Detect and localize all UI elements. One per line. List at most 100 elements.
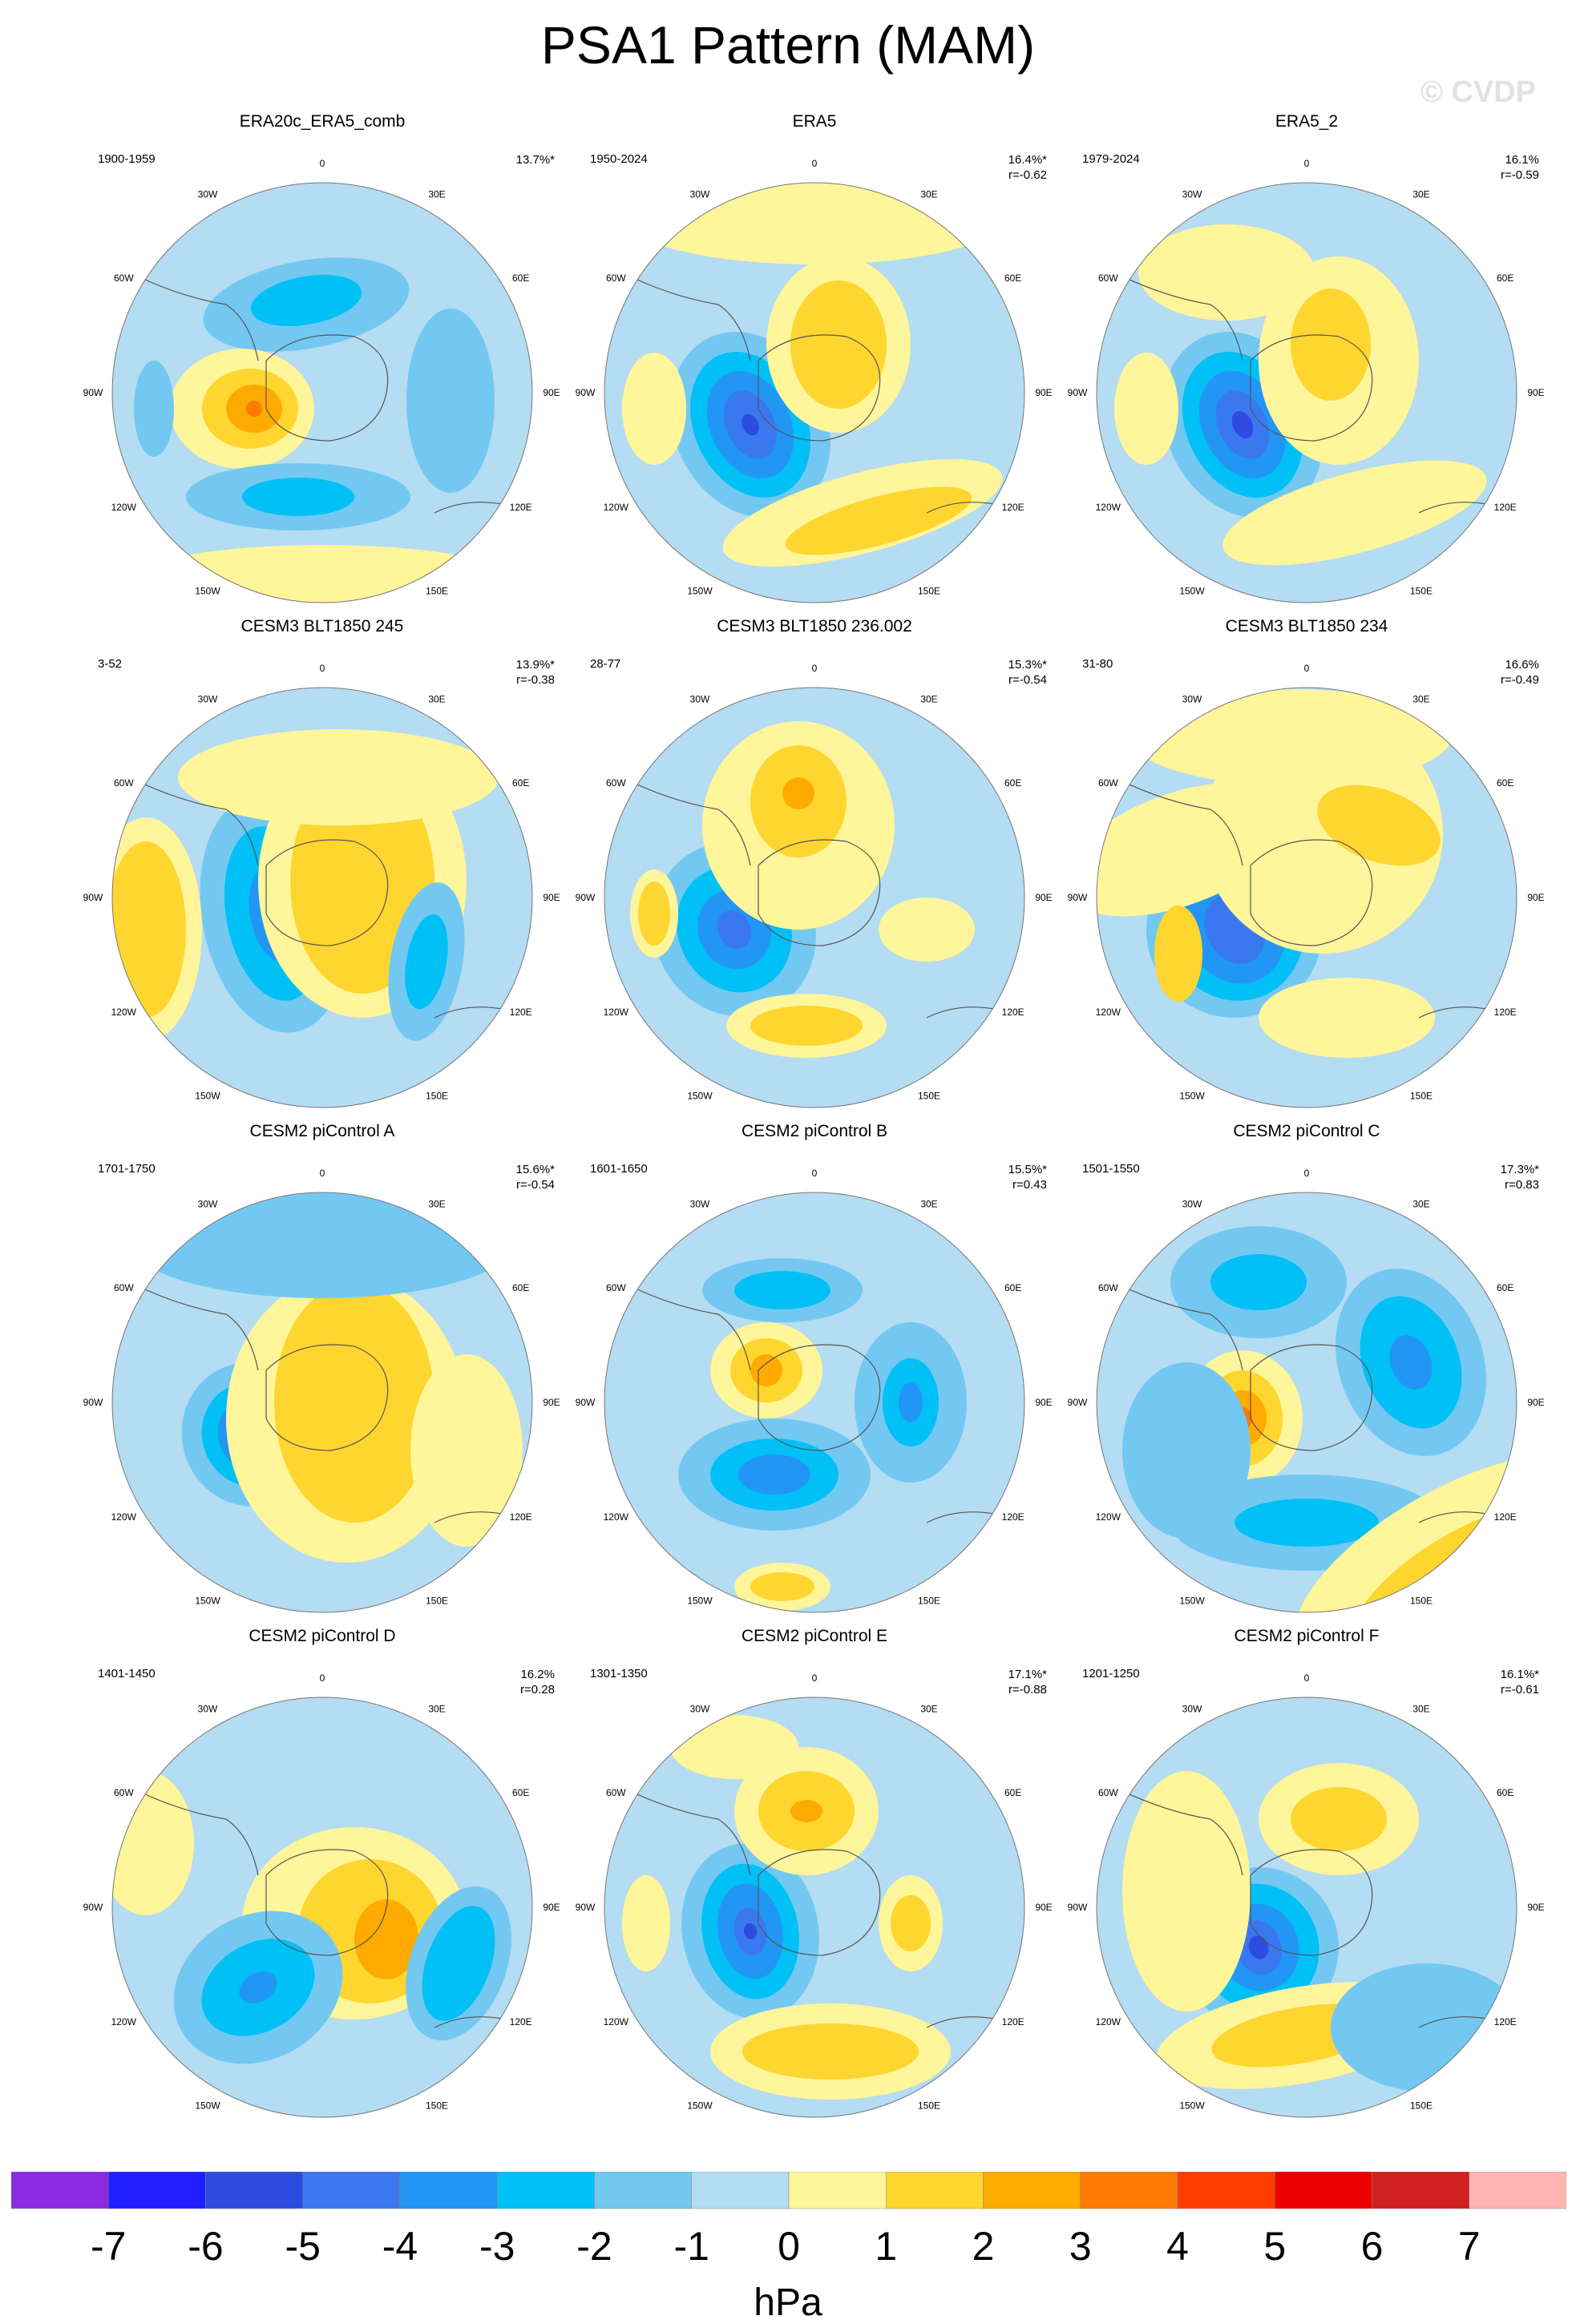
longitude-label: 30W xyxy=(198,1198,218,1209)
colorbar-swatch xyxy=(1177,2172,1275,2209)
colorbar-tick-label: -4 xyxy=(382,2224,418,2269)
longitude-label: 120W xyxy=(111,2016,137,2027)
longitude-label: 60W xyxy=(1098,777,1118,789)
australia-coastline xyxy=(926,502,1000,514)
colorbar-tick-label: -7 xyxy=(91,2224,126,2269)
south-america-coastline xyxy=(1113,777,1243,866)
longitude-label: 150W xyxy=(195,1596,220,1607)
longitude-label: 60W xyxy=(1098,1787,1118,1798)
pressure-anomaly-contour xyxy=(750,1354,782,1386)
map-panel: CESM2 piControl E 0 30E 60E 90E 120E 150E 180 15… xyxy=(566,1627,1063,2132)
longitude-label: 120E xyxy=(510,1511,532,1523)
panel-years: 1950-2024 xyxy=(590,152,648,166)
colorbar-swatch xyxy=(302,2172,401,2209)
longitude-label: 30W xyxy=(690,1198,710,1209)
pressure-anomaly-contour xyxy=(622,1875,670,1971)
longitude-label: 150W xyxy=(687,1596,713,1607)
panel-title: CESM2 piControl A xyxy=(249,1122,395,1140)
longitude-label: 150E xyxy=(1410,2100,1433,2112)
longitude-label: 90W xyxy=(83,892,103,903)
map-panel: CESM3 BLT1850 245 0 30E 60E 90E 120E 150E 180 15… xyxy=(74,617,571,1122)
polar-map: 0 30E 60E 90E 120E 150E 180 150W 120W 90W 60W 30W xyxy=(576,158,1053,617)
map-panel: ERA5_2 0 30E 60E 90E 120E 150E 180 150W 120W 90W 60… xyxy=(1058,112,1555,617)
pressure-anomaly-contour xyxy=(717,910,751,950)
longitude-label: 120E xyxy=(1494,502,1517,513)
colorbar-swatch xyxy=(1469,2172,1566,2209)
pattern-correlation: r=-0.62 xyxy=(1008,168,1047,182)
australia-coastline xyxy=(434,1511,507,1523)
polar-map: 0 30E 60E 90E 120E 150E 180 150W 120W 90W 60W 30W xyxy=(1068,1672,1545,2132)
longitude-label: 180 xyxy=(806,1626,822,1627)
pattern-correlation: r=0.43 xyxy=(1012,1178,1047,1192)
australia-coastline xyxy=(926,2016,1000,2028)
explained-variance: 15.6%* xyxy=(515,1163,555,1176)
pressure-anomaly-contour xyxy=(1122,1771,1251,2011)
antarctica-coastline xyxy=(758,334,881,442)
longitude-label: 0 xyxy=(812,158,818,169)
longitude-label: 180 xyxy=(314,616,330,617)
longitude-label: 90E xyxy=(1035,387,1052,398)
antarctica-coastline xyxy=(1250,334,1373,442)
polar-map: 0 30E 60E 90E 120E 150E 180 150W 120W 90W 60W 30W xyxy=(83,158,560,617)
longitude-label: 90E xyxy=(543,1902,560,1913)
longitude-label: 120E xyxy=(1002,502,1024,513)
longitude-label: 60E xyxy=(512,1282,529,1293)
longitude-label: 30E xyxy=(1412,1198,1429,1209)
longitude-label: 90W xyxy=(1068,892,1088,903)
longitude-label: 90E xyxy=(1527,1902,1544,1913)
longitude-label: 30E xyxy=(428,1703,445,1714)
panel-years: 1900-1959 xyxy=(98,152,156,166)
longitude-label: 30W xyxy=(690,1703,710,1714)
longitude-label: 60E xyxy=(1004,1787,1021,1798)
colorbar-swatch xyxy=(399,2172,498,2209)
polar-map: 0 30E 60E 90E 120E 150E 180 150W 120W 90W 60W 30W xyxy=(1068,1168,1545,1627)
explained-variance: 16.4%* xyxy=(1008,153,1047,167)
map-panel: CESM2 piControl D 0 30E 60E 90E 120E 150E 180 15… xyxy=(74,1627,571,2132)
longitude-label: 60E xyxy=(1497,272,1513,284)
antarctica-coastline xyxy=(758,839,881,946)
pattern-correlation: r=-0.54 xyxy=(1008,673,1047,687)
pressure-anomaly-contour xyxy=(1389,1335,1433,1390)
panel-title: CESM3 BLT1850 234 xyxy=(1225,617,1388,635)
longitude-label: 60E xyxy=(1497,777,1513,789)
panel-years: 28-77 xyxy=(590,657,621,671)
map-boundary xyxy=(111,182,533,603)
explained-variance: 16.2% xyxy=(520,1668,555,1681)
pattern-correlation: r=0.83 xyxy=(1505,1178,1539,1192)
longitude-label: 150W xyxy=(1179,2100,1205,2112)
pressure-anomaly-contour xyxy=(1222,460,1487,566)
longitude-label: 60W xyxy=(1098,272,1118,284)
pressure-anomaly-contour xyxy=(1235,1499,1379,1547)
longitude-label: 120E xyxy=(1494,2016,1517,2027)
longitude-label: 60E xyxy=(1004,1282,1021,1293)
pattern-correlation: r=-0.38 xyxy=(516,673,555,687)
pattern-correlation: r=-0.49 xyxy=(1501,673,1539,687)
longitude-label: 90W xyxy=(83,387,103,398)
longitude-label: 30E xyxy=(428,188,445,200)
australia-coastline xyxy=(1418,2016,1492,2028)
south-america-coastline xyxy=(621,1786,751,1876)
pressure-anomaly-contour xyxy=(250,275,362,326)
australia-coastline xyxy=(1418,502,1492,514)
pressure-anomaly-contour xyxy=(274,1282,434,1523)
longitude-label: 90E xyxy=(543,387,560,398)
colorbar-tick-label: 4 xyxy=(1166,2224,1189,2269)
longitude-label: 150E xyxy=(1410,586,1433,597)
pressure-anomaly-contour xyxy=(622,353,686,465)
panel-variance-stats: 16.1%* r=-0.61 xyxy=(1501,1667,1539,1697)
pressure-anomaly-contour xyxy=(1138,224,1315,321)
australia-coastline xyxy=(434,2016,507,2028)
longitude-label: 60E xyxy=(512,1787,529,1798)
pressure-anomaly-contour xyxy=(638,882,670,946)
longitude-label: 180 xyxy=(1299,1121,1315,1122)
map-boundary xyxy=(604,1697,1025,2118)
antarctica-coastline xyxy=(758,1344,881,1451)
colorbar-swatch xyxy=(788,2172,887,2209)
colorbar-swatch xyxy=(108,2172,206,2209)
longitude-label: 30W xyxy=(690,188,710,200)
longitude-label: 30E xyxy=(920,188,937,200)
pressure-anomaly-contour xyxy=(734,1271,830,1309)
colorbar-tick-label: 2 xyxy=(972,2224,995,2269)
longitude-label: 30E xyxy=(1412,188,1429,200)
panel-variance-stats: 15.3%* r=-0.54 xyxy=(1008,657,1047,688)
